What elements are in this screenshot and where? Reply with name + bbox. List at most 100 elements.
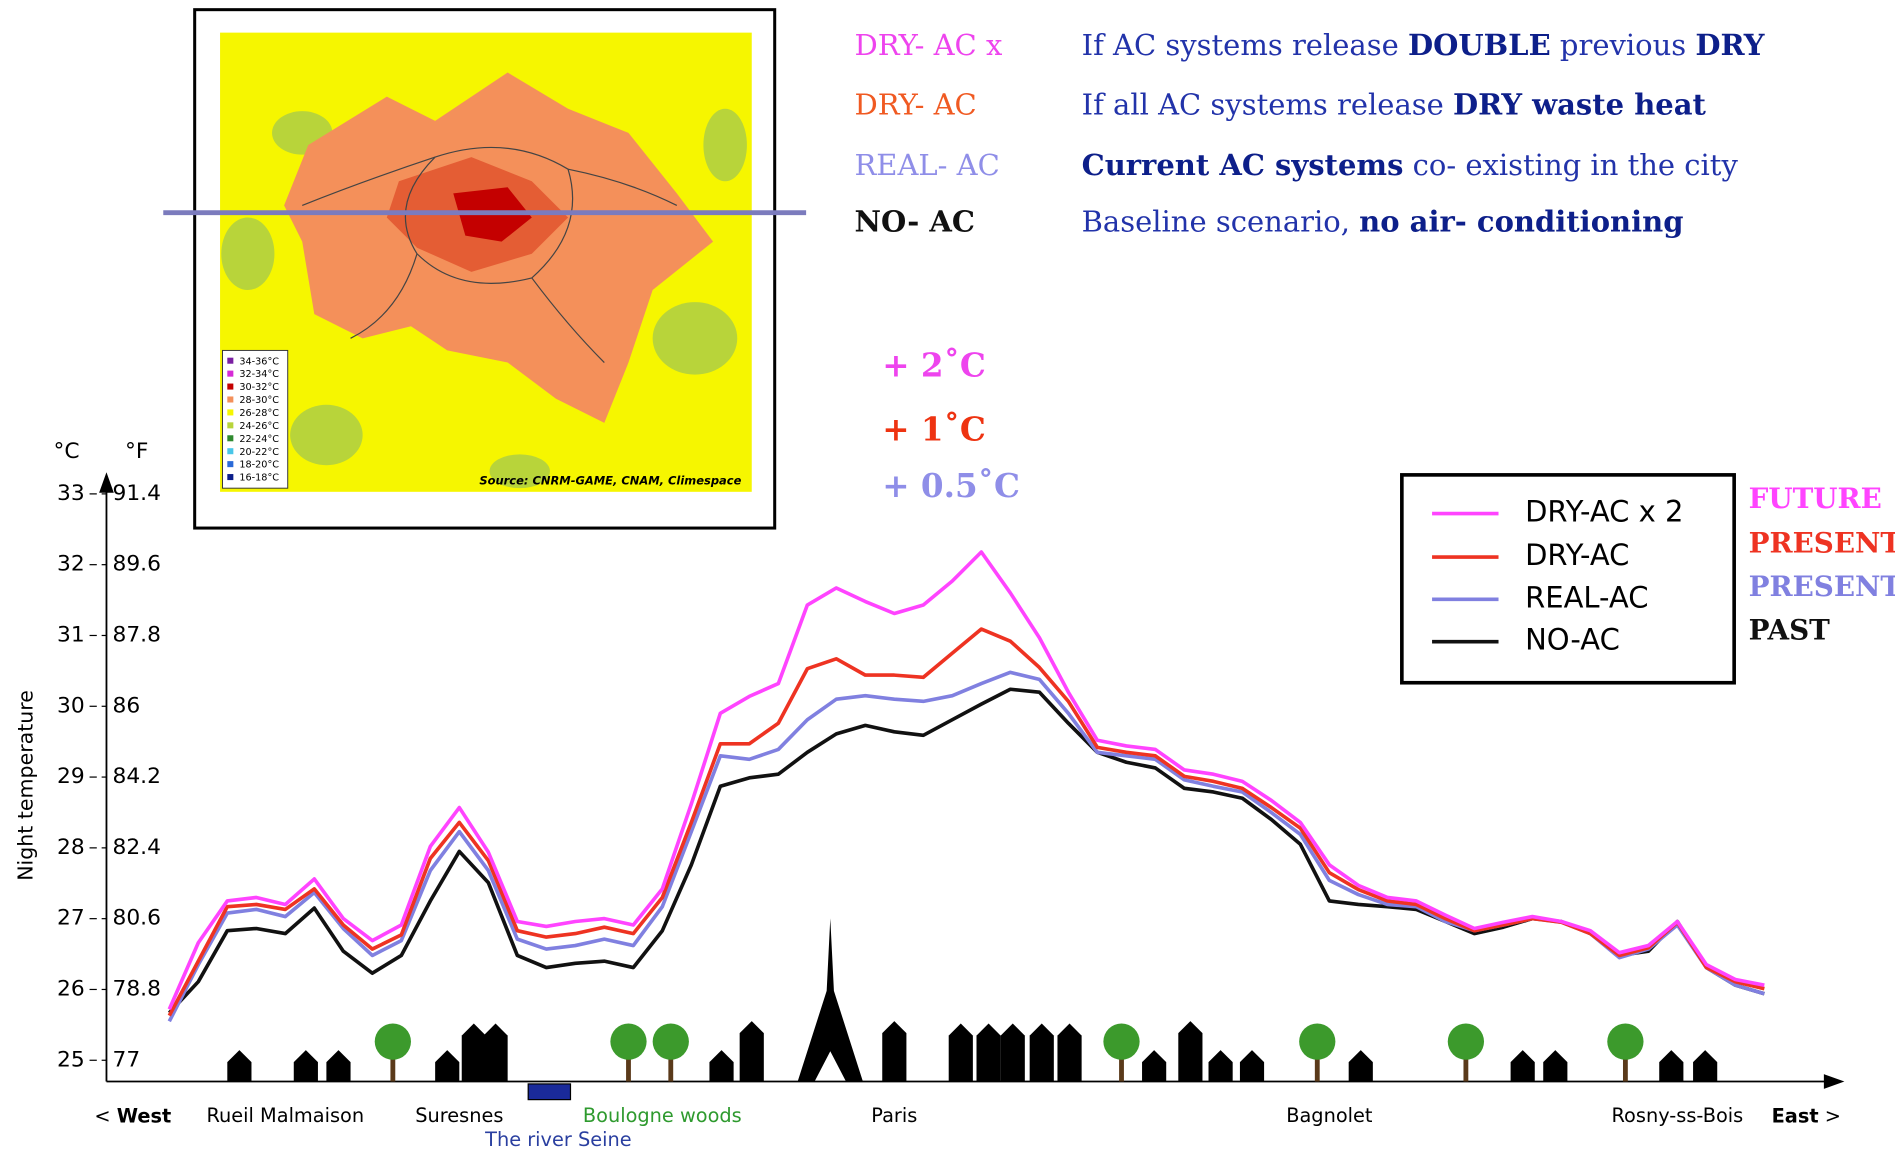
tree-crown <box>1447 1023 1485 1060</box>
map-legend-swatch <box>227 396 234 403</box>
map-roads <box>302 156 678 363</box>
y2-tick-label: 77 <box>113 1047 141 1072</box>
y-unit: °C <box>54 439 80 464</box>
house-icon <box>1348 1050 1373 1082</box>
map-legend-label: 20-22°C <box>239 447 279 458</box>
x-tick-label: Rosny-ss-Bois <box>1611 1104 1743 1127</box>
house-icon <box>461 1023 486 1082</box>
house-icon <box>1178 1021 1203 1082</box>
x-tick-label: Rueil Malmaison <box>206 1104 364 1127</box>
tree-crown <box>652 1023 689 1060</box>
y2-tick-label: 89.6 <box>113 552 161 577</box>
x-tick-label: Suresnes <box>415 1104 503 1127</box>
map-vegetation <box>221 108 747 489</box>
tree-crown <box>1299 1023 1336 1060</box>
legend-box <box>1400 473 1736 685</box>
series-line <box>167 670 1765 1023</box>
y-axis-label: Night temperature <box>14 690 38 881</box>
delta-label: + 2˚C <box>882 345 986 384</box>
scenario-name: DRY- AC <box>854 87 976 121</box>
map-legend-swatch <box>227 370 234 377</box>
map-source: Source: CNRM-GAME, CNAM, Climespace <box>479 473 741 487</box>
y2-tick-label: 82.4 <box>113 835 161 860</box>
y-tick-label: 29 <box>57 764 85 789</box>
scenario-description-part: DRY waste heat <box>1453 87 1707 121</box>
y-tick-label: 28 <box>57 835 85 860</box>
map-boundary <box>404 146 574 284</box>
house-icon <box>326 1050 351 1082</box>
y-tick-label: 31 <box>57 622 85 647</box>
scenario-description-part: DOUBLE <box>1408 28 1551 62</box>
house-icon <box>1239 1050 1265 1082</box>
map-legend-label: 24-26°C <box>239 421 279 432</box>
scenario-name: NO- AC <box>854 205 975 239</box>
tree-trunk <box>668 1057 674 1082</box>
scenario-description: Baseline scenario, no air- conditioning <box>1082 205 1684 239</box>
map-legend-label: 26-28°C <box>239 408 279 419</box>
tree-trunk <box>1622 1057 1628 1082</box>
landscape-icons <box>227 918 1718 1082</box>
x-axis-arrow <box>1823 1074 1845 1089</box>
y-tick-label: 25 <box>57 1047 85 1072</box>
y2-unit: °F <box>125 439 148 464</box>
map-legend-label: 22-24°C <box>239 434 279 445</box>
era-label: PRESENT <box>1749 526 1895 559</box>
tree-trunk <box>1119 1057 1124 1082</box>
y-axis-arrow <box>99 472 114 493</box>
house-icon <box>1000 1023 1025 1082</box>
west-label-part: West <box>117 1104 171 1127</box>
scenario-description-part: no air- conditioning <box>1359 205 1683 239</box>
era-label: FUTURE <box>1749 482 1882 515</box>
scenario-description: If AC systems release DOUBLE previous DR… <box>1082 28 1765 62</box>
tree-trunk <box>390 1057 396 1082</box>
house-icon <box>1057 1023 1082 1082</box>
y2-tick-label: 86 <box>113 693 141 718</box>
tree-crown <box>374 1023 411 1060</box>
scenario-description-part: previous <box>1551 28 1696 62</box>
house-icon <box>1208 1050 1233 1082</box>
map-legend-swatch <box>227 461 234 468</box>
y-tick-label: 30 <box>57 693 85 718</box>
house-icon <box>435 1050 460 1082</box>
house-icon <box>483 1023 508 1082</box>
map-legend-swatch <box>227 435 234 442</box>
map-legend-swatch <box>227 357 234 364</box>
house-icon <box>1693 1050 1718 1082</box>
legend-label: REAL-AC <box>1525 580 1648 614</box>
map-figure <box>163 8 807 530</box>
scenario-description: Current AC systems co- existing in the c… <box>1082 148 1739 182</box>
house-icon <box>1029 1023 1054 1082</box>
map-legend-label: 16-18°C <box>239 473 279 484</box>
house-icon <box>739 1021 764 1082</box>
scenario-name: DRY- AC x <box>854 28 1002 62</box>
house-icon <box>948 1023 973 1082</box>
house-icon <box>1510 1050 1535 1082</box>
era-label: PAST <box>1749 613 1830 646</box>
map-legend-swatch <box>227 474 234 481</box>
y2-tick-label: 80.6 <box>113 906 161 931</box>
axes <box>99 472 1845 1089</box>
map-legend-swatch <box>227 422 234 429</box>
scenario-description-part: Current AC systems <box>1082 148 1404 182</box>
scenario-description-part: If AC systems release <box>1082 28 1408 62</box>
y2-tick-label: 78.8 <box>113 976 161 1001</box>
east-label-part: > <box>1819 1104 1841 1127</box>
y-tick-label: 32 <box>57 552 85 577</box>
era-label: PRESENT <box>1749 570 1895 603</box>
scenario-description-part: DRY <box>1695 28 1764 62</box>
y-tick-label: 26 <box>57 976 85 1001</box>
map-legend-label: 28-30°C <box>239 395 279 406</box>
annotation: The river Seine <box>484 1128 631 1151</box>
legend-label: DRY-AC <box>1525 538 1629 572</box>
map-legend-swatch <box>227 448 234 455</box>
house-icon <box>976 1023 1001 1082</box>
house-icon <box>293 1050 318 1082</box>
x-tick-label: Boulogne woods <box>583 1104 742 1127</box>
scenario-description: If all AC systems release DRY waste heat <box>1082 87 1707 121</box>
y2-tick-label: 84.2 <box>113 764 161 789</box>
house-icon <box>1142 1050 1167 1082</box>
y-tick-label: 27 <box>57 906 85 931</box>
scenario-description-part: Baseline scenario, <box>1082 205 1360 239</box>
house-icon <box>227 1050 252 1082</box>
tree-crown <box>610 1023 647 1060</box>
